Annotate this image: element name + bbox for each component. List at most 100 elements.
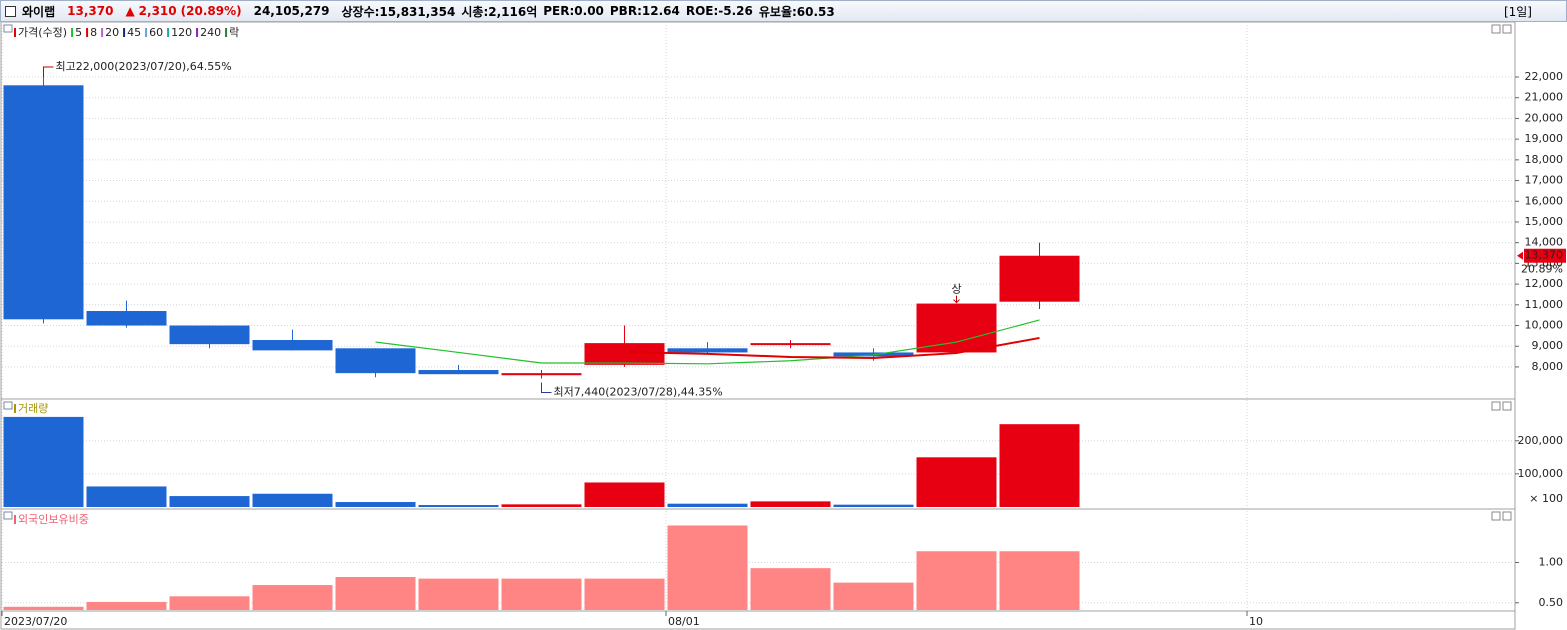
current-change: 20.89% (1521, 263, 1563, 276)
header-bar: 와이랩 13,370 ▲ 2,310 (20.89%) 24,105,279 상… (0, 0, 1567, 22)
candle-body (999, 255, 1080, 302)
legend-swatch (196, 28, 199, 37)
candle-body (916, 303, 997, 353)
legend-swatch (123, 28, 126, 37)
panel-icon[interactable] (3, 24, 13, 33)
current-price-marker (1517, 251, 1523, 260)
roe: ROE:-5.26 (685, 4, 753, 18)
y-tick-label: 9,000 (1532, 339, 1564, 352)
bar (335, 502, 416, 507)
legend-label: 60 (149, 26, 163, 39)
y-tick-label: 8,000 (1532, 360, 1564, 373)
legend-label: 120 (171, 26, 192, 39)
change-arrow: ▲ (125, 4, 135, 18)
bar (584, 482, 665, 507)
y-tick-label: 22,000 (1525, 70, 1564, 83)
annotation-arrow (43, 66, 54, 78)
low-annotation: 최저7,440(2023/07/28),44.35% (554, 386, 723, 399)
bar (3, 606, 84, 610)
bar (999, 551, 1080, 610)
y-tick-label: 1.00 (1539, 556, 1564, 569)
y-tick-label: 17,000 (1525, 174, 1564, 187)
bar (750, 501, 831, 507)
y-tick-label: 19,000 (1525, 132, 1564, 145)
y-tick-label: 100,000 (1518, 467, 1564, 480)
checkbox[interactable] (5, 5, 16, 17)
x-tick-label: 08/01 (668, 615, 700, 628)
y-tick-label: 21,000 (1525, 91, 1564, 104)
volume-panel (0, 398, 1516, 510)
legend-swatch (167, 28, 170, 37)
bar (667, 525, 748, 610)
bar (916, 551, 997, 610)
bar (252, 585, 333, 610)
legend-label: 20 (105, 26, 119, 39)
y-tick-label: 200,000 (1518, 434, 1564, 447)
reserve: 유보율:60.53 (758, 4, 835, 19)
panel-minimize[interactable] (1491, 511, 1501, 521)
panel-close[interactable] (1502, 401, 1512, 411)
legend-swatch (101, 28, 104, 37)
unit-label: × 100 (1529, 492, 1563, 505)
current-price-box (1524, 248, 1566, 263)
change-pct: (20.89%) (180, 4, 242, 18)
y-tick-label: 11,000 (1525, 298, 1564, 311)
per: PER:0.00 (543, 4, 604, 18)
candle-body (86, 311, 167, 326)
bar (86, 601, 167, 610)
panel-icon[interactable] (3, 401, 13, 410)
panel-minimize[interactable] (1491, 24, 1501, 34)
y-tick-label: 16,000 (1525, 194, 1564, 207)
volume-title: 거래량 (18, 402, 48, 415)
bar (916, 457, 997, 507)
period[interactable]: [1일] (1503, 4, 1532, 19)
y-tick-label: 0.50 (1539, 596, 1564, 609)
legend-label: 45 (127, 26, 141, 39)
bar (169, 596, 250, 610)
panel-minimize[interactable] (1491, 401, 1501, 411)
candle-body (750, 343, 831, 346)
moving-average-line (375, 319, 1040, 365)
panel-icon[interactable] (3, 511, 13, 520)
foreign-title: 외국인보유비중 (18, 513, 89, 526)
bar (833, 504, 914, 507)
candle-body (418, 370, 499, 375)
candle-body (667, 348, 748, 353)
legend-swatch (225, 28, 228, 37)
bar (999, 424, 1080, 507)
annotation-arrow (541, 382, 552, 394)
price: 13,370 (67, 4, 114, 18)
legend-label: 8 (90, 26, 97, 39)
y-tick-label: 10,000 (1525, 319, 1564, 332)
candle-body (3, 85, 84, 320)
legend-swatch (14, 28, 16, 37)
y-tick-label: 15,000 (1525, 215, 1564, 228)
legend-label: 240 (200, 26, 221, 39)
bar (584, 578, 665, 610)
bar (335, 577, 416, 610)
legend-label: 락 (229, 26, 239, 39)
x-axis-bar (0, 610, 1516, 630)
legend-label: 5 (75, 26, 82, 39)
legend-label: 가격(수정) (18, 26, 67, 39)
candle-body (501, 373, 582, 376)
panel-close[interactable] (1502, 24, 1512, 34)
limit-marker: 상 (951, 283, 961, 296)
market-cap: 시총:2,116억 (461, 4, 538, 19)
candle-body (335, 348, 416, 374)
y-tick-label: 20,000 (1525, 111, 1564, 124)
panel-close[interactable] (1502, 511, 1512, 521)
bar (750, 568, 831, 610)
candle-body (169, 325, 250, 345)
volume: 24,105,279 (253, 4, 330, 18)
moving-average-line (624, 336, 1040, 360)
bar (418, 578, 499, 610)
bar (501, 504, 582, 507)
x-tick-label: 10 (1249, 615, 1263, 628)
change: 2,310 (138, 4, 177, 18)
y-tick-label: 12,000 (1525, 277, 1564, 290)
bar (3, 416, 84, 507)
candle-body (252, 340, 333, 351)
y-tick-label: 18,000 (1525, 153, 1564, 166)
price-panel (0, 21, 1516, 400)
